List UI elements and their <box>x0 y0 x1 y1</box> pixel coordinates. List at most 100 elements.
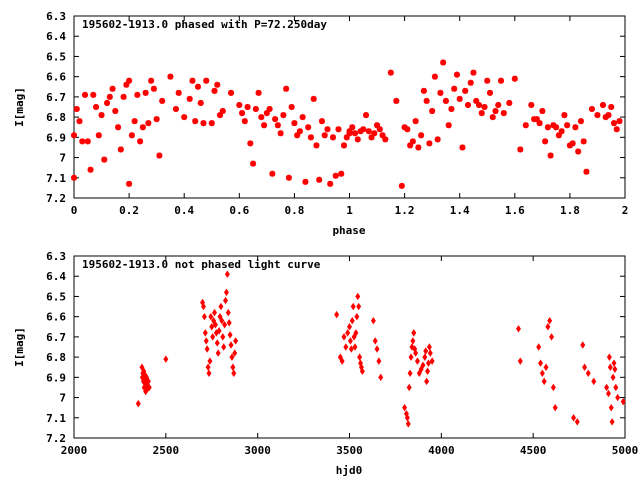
y-axis-label: I[mag] <box>13 87 26 127</box>
data-point <box>76 118 83 125</box>
y-tick-label: 6.3 <box>46 10 66 23</box>
x-axis-label: phase <box>332 224 365 237</box>
data-point <box>511 75 518 82</box>
y-tick-label: 6.7 <box>46 331 66 344</box>
data-point <box>588 106 595 113</box>
data-point <box>538 359 543 367</box>
data-point <box>406 383 412 392</box>
x-tick-label: 3000 <box>244 444 271 457</box>
data-point <box>189 77 196 84</box>
data-point <box>594 112 601 119</box>
data-point <box>203 337 209 345</box>
data-point <box>354 312 360 321</box>
data-point <box>353 329 359 337</box>
data-point <box>357 353 363 361</box>
data-point <box>569 140 576 147</box>
data-point <box>591 377 597 386</box>
data-point <box>580 341 586 349</box>
data-point <box>536 343 542 351</box>
data-point <box>409 343 415 351</box>
data-points <box>71 60 623 189</box>
data-point <box>602 114 609 121</box>
data-point <box>481 104 488 110</box>
data-point <box>425 367 431 375</box>
data-point <box>112 108 119 115</box>
data-point <box>599 101 606 108</box>
data-point <box>205 363 211 371</box>
data-point <box>84 138 91 145</box>
data-point <box>230 363 236 371</box>
data-point <box>283 85 290 92</box>
data-point <box>610 120 617 127</box>
data-point <box>571 414 577 422</box>
data-point <box>404 126 411 133</box>
data-point <box>197 99 204 106</box>
data-point <box>605 112 612 119</box>
y-tick-label: 6.9 <box>46 131 66 144</box>
data-point <box>201 302 206 311</box>
data-point <box>374 122 381 129</box>
data-point <box>475 101 482 108</box>
data-point <box>201 312 207 321</box>
data-point <box>426 140 433 147</box>
data-point <box>231 369 237 378</box>
data-point <box>347 323 352 331</box>
data-point <box>357 128 364 135</box>
data-point <box>464 101 471 108</box>
chart-title: 195602-1913.0 phased with P=72.250day <box>82 18 327 31</box>
x-tick-label: 0.6 <box>229 204 249 217</box>
data-point <box>374 345 380 353</box>
data-point <box>539 108 546 115</box>
data-point <box>310 95 317 102</box>
data-point <box>566 142 573 149</box>
data-point <box>128 132 135 139</box>
data-point <box>356 302 362 311</box>
data-point <box>543 363 549 371</box>
data-point <box>498 77 505 84</box>
data-point <box>495 101 502 108</box>
data-point <box>582 363 588 371</box>
data-point <box>329 134 336 141</box>
data-point <box>416 369 422 378</box>
data-point <box>572 124 579 131</box>
data-point <box>224 270 230 278</box>
data-point <box>212 321 218 329</box>
y-axis-ticks: 6.3 6.4 6.5 6.6 6.7 6.8 6.9 7 7.1 7.2 <box>46 250 625 445</box>
data-point <box>339 357 345 365</box>
data-point <box>131 118 138 125</box>
data-point <box>144 373 150 382</box>
data-point <box>291 120 298 127</box>
y-tick-label: 6.8 <box>46 351 66 364</box>
data-point <box>352 343 358 351</box>
data-point <box>616 118 623 125</box>
data-point <box>296 128 303 135</box>
data-point <box>203 77 210 84</box>
data-point <box>236 101 243 108</box>
light-curve-chart: 2000 2500 3000 3500 4000 4500 5000 6.36.46.56.… <box>13 250 638 477</box>
y-tick-label: 7.2 <box>46 192 66 205</box>
data-point <box>148 77 155 84</box>
data-point <box>365 128 372 135</box>
x-tick-label: 1.8 <box>560 204 580 217</box>
data-point <box>194 83 201 90</box>
data-point <box>609 418 615 426</box>
x-tick-label: 0.4 <box>174 204 194 217</box>
data-point <box>354 136 361 143</box>
data-point <box>324 126 331 133</box>
data-point <box>341 333 347 341</box>
x-tick-label: 2500 <box>153 444 180 457</box>
data-point <box>217 112 224 119</box>
data-point <box>212 308 217 317</box>
data-point <box>219 108 226 115</box>
data-point <box>473 97 480 104</box>
data-point <box>229 353 235 361</box>
data-point <box>337 353 343 361</box>
data-point <box>71 132 77 139</box>
data-point <box>221 343 227 351</box>
data-point <box>355 292 361 301</box>
data-point <box>222 321 228 329</box>
data-point <box>280 112 287 119</box>
data-point <box>585 369 591 378</box>
data-point <box>547 316 553 325</box>
